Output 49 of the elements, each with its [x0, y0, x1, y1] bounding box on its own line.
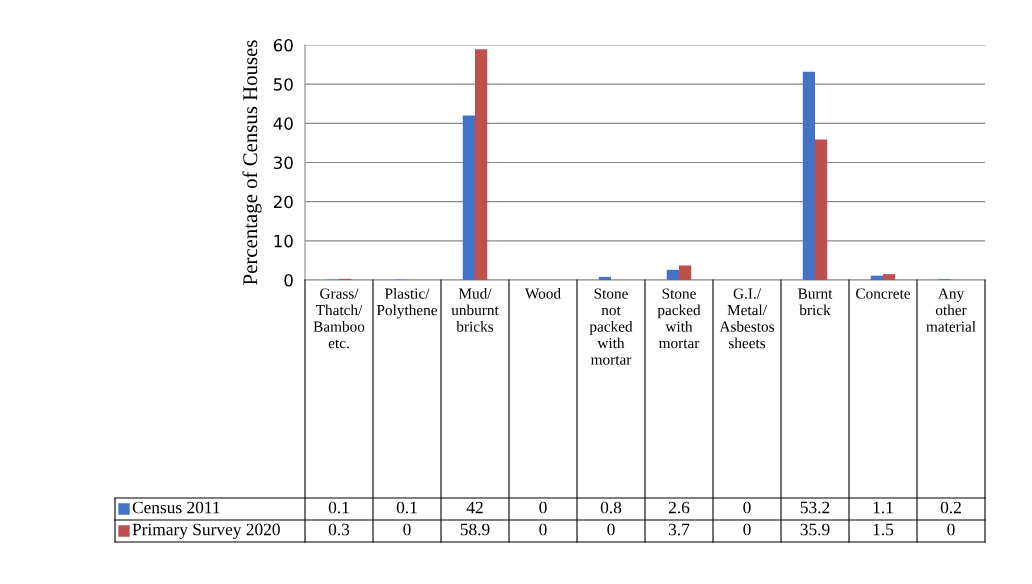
x-tick-label: Wood: [524, 288, 561, 299]
x-tick-label: Mud/ unburnt bricks: [451, 288, 499, 332]
y-tick-label: 20: [273, 195, 293, 209]
x-tick-label: Grass/ Thatch/ Bamboo etc.: [313, 288, 365, 349]
x-tick-label: Concrete: [856, 288, 911, 299]
y-tick-label: 10: [274, 234, 293, 248]
data-label: 35.9: [800, 523, 830, 536]
legend-label: Census 2011: [132, 501, 220, 514]
data-label: 0.1: [328, 501, 349, 514]
y-tick-label: 60: [273, 38, 293, 52]
data-label: 0.8: [600, 501, 622, 514]
y-axis-title: Percentage of Census Houses: [242, 40, 262, 285]
data-label: 0: [539, 501, 547, 514]
data-label: 3.7: [668, 523, 690, 536]
bar: [462, 115, 475, 280]
x-tick-label: Burnt brick: [798, 288, 833, 316]
bar: [815, 139, 828, 280]
data-label: 0: [607, 523, 615, 536]
data-label: 0.1: [396, 501, 417, 514]
x-tick-label: Stone packed with mortar: [657, 288, 701, 349]
y-tick-label: 40: [273, 117, 293, 130]
data-label: 0: [743, 523, 751, 536]
bar: [870, 275, 883, 280]
bar: [598, 276, 611, 280]
data-label: 1.1: [873, 501, 893, 514]
data-label: 0: [403, 523, 411, 536]
data-label: 1.5: [873, 523, 894, 536]
data-label: 0: [743, 501, 751, 514]
legend-label: Primary Survey 2020: [132, 523, 280, 539]
data-label: 0: [539, 523, 547, 536]
bar: [802, 71, 815, 280]
data-label: 0.3: [328, 523, 350, 536]
x-tick-label: Any other material: [926, 288, 976, 332]
bar: [666, 269, 679, 280]
x-tick-label: Stone not packed with mortar: [589, 288, 633, 365]
data-label: 0: [947, 523, 955, 536]
data-label: 0.2: [940, 501, 961, 514]
y-tick-label: 0: [284, 273, 293, 287]
data-label: 2.6: [668, 501, 690, 514]
bar: [883, 274, 896, 280]
y-tick-label: 50: [273, 78, 293, 91]
x-tick-label: G.I./ Metal/ Asbestos sheets: [719, 288, 775, 349]
data-label: 42: [466, 501, 483, 514]
y-tick-label: 30: [273, 156, 293, 170]
data-label: 58.9: [460, 523, 490, 536]
bar: [679, 265, 692, 280]
data-label: 53.2: [800, 501, 830, 514]
x-tick-label: Plastic/ Polythene: [376, 288, 438, 319]
bar: [475, 49, 488, 280]
